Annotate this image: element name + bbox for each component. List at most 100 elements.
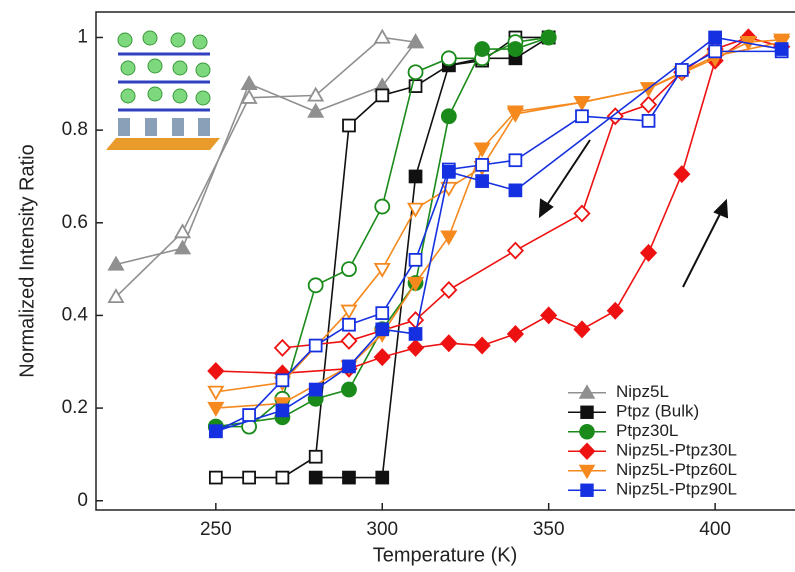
x-tick-label: 350 [533, 519, 565, 540]
marker [240, 88, 258, 104]
marker [275, 403, 290, 418]
marker [441, 164, 456, 179]
heating-arrowhead [713, 198, 729, 219]
marker [307, 102, 325, 118]
marker [440, 108, 457, 125]
marker [242, 408, 256, 422]
legend-label: Nipz5L-Ptpz30L [616, 441, 737, 460]
marker [342, 317, 356, 332]
marker [507, 41, 524, 57]
marker [273, 338, 291, 357]
marker [308, 382, 323, 397]
y-tick-label: 0.6 [62, 212, 88, 233]
marker [407, 64, 424, 81]
legend-label: Ptpz (Bulk) [616, 402, 699, 421]
cooling-arrowhead [538, 198, 554, 219]
cooling-arrow [544, 139, 591, 209]
y-tick-label: 0.8 [62, 119, 88, 140]
marker [406, 338, 425, 357]
legend-marker [578, 464, 596, 480]
marker [375, 322, 390, 337]
marker [240, 74, 258, 90]
plot-frame [95, 11, 795, 511]
heating-arrow [682, 209, 723, 288]
marker [641, 114, 656, 128]
marker [308, 449, 323, 464]
marker [708, 44, 722, 59]
marker [173, 239, 192, 255]
x-axis-title: Temperature (K) [373, 544, 518, 566]
marker [207, 401, 225, 417]
marker [506, 324, 524, 343]
plot-area [107, 28, 791, 485]
legend-marker [578, 384, 596, 399]
marker [375, 88, 390, 103]
inset-illustration [106, 30, 220, 150]
marker [340, 304, 358, 320]
marker [540, 29, 557, 46]
heating-line [215, 36, 782, 375]
marker [573, 320, 591, 339]
marker [708, 30, 722, 45]
marker [406, 276, 425, 292]
cooling-line [215, 50, 782, 432]
arrows [538, 139, 729, 288]
marker [475, 174, 489, 188]
marker [308, 470, 323, 485]
marker [342, 118, 356, 133]
marker [408, 327, 423, 341]
inset-linkers [118, 52, 210, 112]
marker [307, 277, 324, 294]
marker [506, 105, 524, 121]
marker [207, 385, 225, 401]
marker [208, 424, 223, 439]
marker [639, 95, 658, 114]
marker [473, 142, 491, 158]
legend-label: Nipz5L [616, 382, 669, 401]
marker [475, 158, 489, 172]
marker [373, 348, 391, 367]
marker [540, 306, 558, 325]
marker [508, 183, 523, 198]
marker [573, 96, 591, 112]
y-tick-label: 1 [77, 26, 88, 47]
marker [774, 42, 789, 56]
marker [773, 33, 791, 49]
marker [406, 202, 425, 218]
marker [341, 261, 357, 278]
marker [440, 334, 458, 353]
marker [207, 362, 225, 381]
x-tick-label: 300 [366, 519, 398, 540]
marker [473, 336, 491, 355]
marker [406, 33, 425, 49]
marker [673, 165, 691, 184]
marker [242, 470, 256, 485]
marker [341, 381, 357, 398]
marker [408, 79, 423, 93]
legend-marker [580, 483, 594, 497]
marker [408, 169, 423, 184]
marker [674, 63, 689, 77]
legend-marker [578, 442, 596, 461]
marker [342, 470, 356, 485]
marker [375, 470, 390, 485]
y-axis-title: Normalized Intensity Ratio [16, 144, 38, 377]
x-tick-label: 250 [200, 519, 232, 540]
y-tick-label: 0.2 [62, 397, 88, 418]
marker [107, 288, 125, 304]
inset-molecules [117, 30, 211, 106]
legend-marker [579, 424, 595, 440]
marker [275, 470, 290, 485]
marker [573, 204, 591, 223]
legend-label: Nipz5L-Ptpz90L [616, 480, 737, 499]
y-tick-label: 0 [77, 490, 88, 511]
marker [606, 107, 624, 126]
marker [474, 41, 491, 57]
marker [342, 359, 356, 374]
marker [373, 262, 391, 278]
marker [275, 373, 290, 388]
marker [107, 255, 125, 271]
marker [508, 153, 523, 168]
